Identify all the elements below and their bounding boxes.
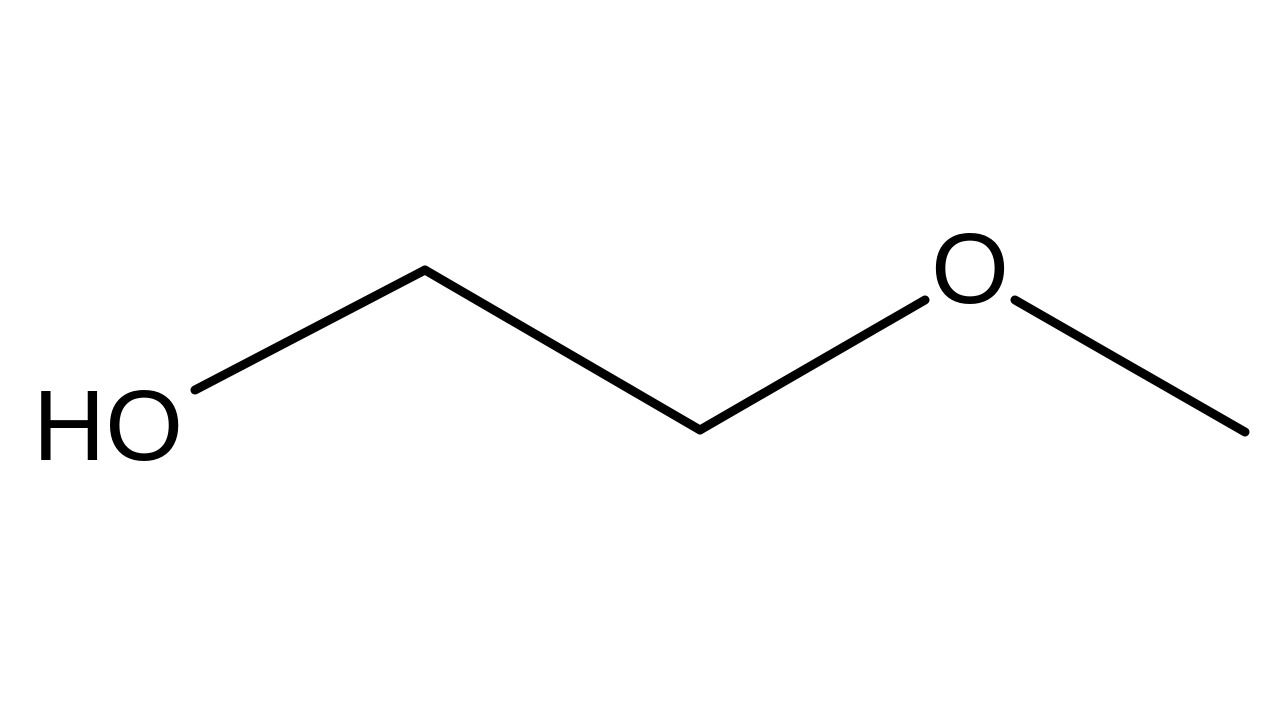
atom-label-OH: HO [33, 370, 183, 482]
molecule-diagram: HO O [0, 0, 1280, 720]
atom-label-O: O [931, 213, 1009, 325]
background [0, 0, 1280, 720]
